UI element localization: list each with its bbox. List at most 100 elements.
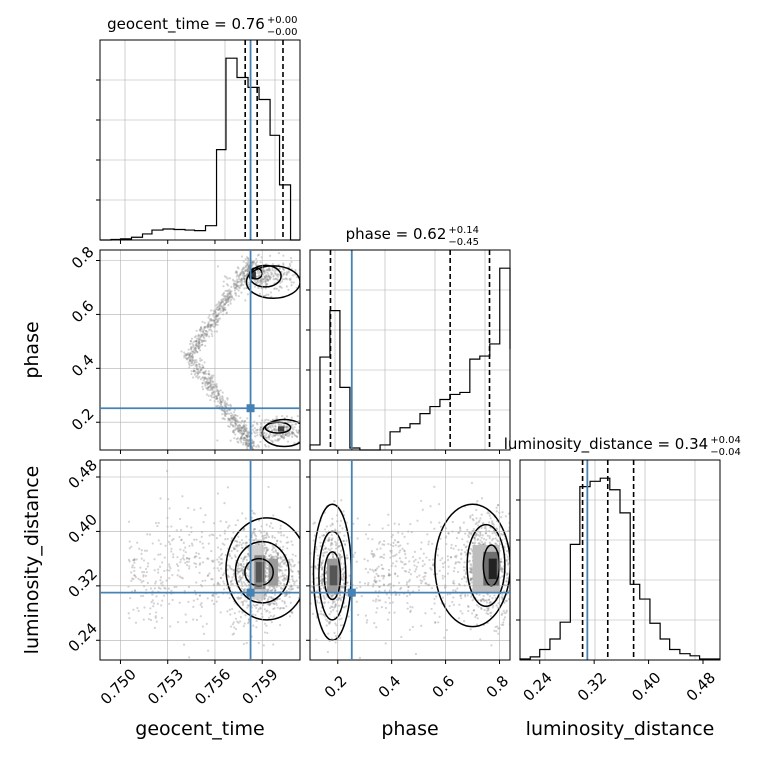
scatter-point	[472, 609, 475, 612]
scatter-point	[268, 525, 271, 528]
contour	[323, 551, 342, 601]
scatter-point	[205, 333, 208, 336]
scatter-point	[237, 580, 240, 583]
scatter-point	[216, 439, 219, 442]
scatter-point	[133, 574, 136, 577]
scatter-point	[207, 322, 210, 326]
contour	[225, 517, 300, 621]
scatter-point	[417, 589, 421, 592]
scatter-point	[338, 531, 341, 534]
scatter-point	[378, 585, 381, 588]
contour	[466, 523, 506, 608]
scatter-point	[273, 272, 277, 275]
scatter-point	[237, 441, 240, 444]
scatter-point	[194, 347, 197, 350]
scatter-point	[267, 437, 271, 440]
scatter-point	[266, 609, 269, 612]
scatter-point	[276, 273, 279, 276]
scatter-point	[189, 340, 193, 343]
scatter-point	[244, 517, 247, 520]
scatter-point	[192, 605, 195, 608]
scatter-point	[211, 324, 214, 328]
scatter-point	[268, 266, 271, 269]
scatter-point	[272, 427, 276, 431]
scatter-point	[226, 396, 229, 400]
scatter-point	[263, 543, 266, 547]
scatter-point	[184, 546, 187, 549]
scatter-point	[224, 553, 227, 557]
scatter-point	[224, 404, 227, 408]
scatter-point	[345, 554, 349, 557]
scatter-point	[242, 432, 246, 435]
scatter-point	[291, 427, 294, 430]
scatter-point	[274, 272, 277, 275]
scatter-point	[321, 573, 324, 576]
scatter-point	[262, 278, 265, 281]
scatter-point	[247, 622, 250, 625]
scatter-point	[408, 568, 411, 571]
scatter-point	[480, 599, 483, 603]
scatter-point	[345, 605, 348, 608]
scatter-point	[191, 359, 194, 362]
scatter-point	[242, 270, 245, 274]
scatter-point	[210, 330, 213, 333]
scatter-point	[240, 596, 243, 599]
scatter-point	[403, 569, 406, 573]
scatter-point	[319, 610, 322, 613]
scatter-point	[386, 618, 390, 621]
scatter-point	[270, 596, 273, 599]
scatter-point	[200, 343, 204, 346]
scatter-point	[169, 567, 172, 570]
scatter-point	[211, 578, 214, 581]
scatter-point	[245, 558, 248, 562]
scatter-point	[469, 552, 472, 556]
scatter-point	[271, 272, 274, 275]
scatter-point	[211, 380, 215, 384]
scatter-point	[215, 537, 219, 540]
scatter-point	[271, 267, 274, 270]
scatter-point	[235, 275, 238, 278]
scatter-point	[210, 578, 213, 581]
scatter-point	[294, 554, 297, 557]
scatter-point	[263, 596, 266, 599]
scatter-point	[475, 623, 479, 626]
scatter-point	[222, 307, 225, 310]
scatter-point	[432, 564, 435, 567]
scatter-point	[493, 629, 496, 632]
scatter-point	[188, 358, 191, 362]
scatter-point	[443, 636, 446, 639]
scatter-point	[475, 532, 478, 536]
scatter-point	[306, 577, 308, 579]
scatter-point	[251, 509, 254, 512]
scatter-point	[228, 288, 231, 291]
scatter-point	[193, 589, 196, 593]
scatter-point	[192, 370, 195, 373]
scatter-point	[319, 564, 322, 567]
scatter-point	[230, 295, 233, 299]
scatter-point	[203, 337, 206, 340]
scatter-point	[316, 554, 319, 557]
scatter-point	[244, 264, 247, 267]
scatter-point	[380, 563, 383, 567]
scatter-point	[218, 583, 221, 586]
scatter-point	[191, 361, 194, 365]
scatter-point	[199, 366, 202, 369]
scatter-point	[234, 555, 237, 559]
scatter-point	[217, 582, 220, 585]
scatter-point	[273, 536, 277, 539]
scatter-point	[254, 432, 257, 435]
scatter-point	[240, 436, 243, 440]
scatter-point	[291, 578, 294, 581]
scatter-point	[226, 486, 229, 489]
scatter-point	[343, 582, 346, 585]
scatter-point	[284, 433, 287, 436]
scatter-point	[345, 581, 349, 584]
scatter-point	[495, 528, 499, 531]
scatter-point	[513, 561, 515, 563]
scatter-point	[423, 578, 426, 581]
scatter-point	[159, 587, 162, 590]
scatter-point	[276, 273, 280, 276]
scatter-point	[488, 512, 491, 515]
scatter-point	[284, 433, 287, 436]
scatter-point	[239, 562, 243, 565]
